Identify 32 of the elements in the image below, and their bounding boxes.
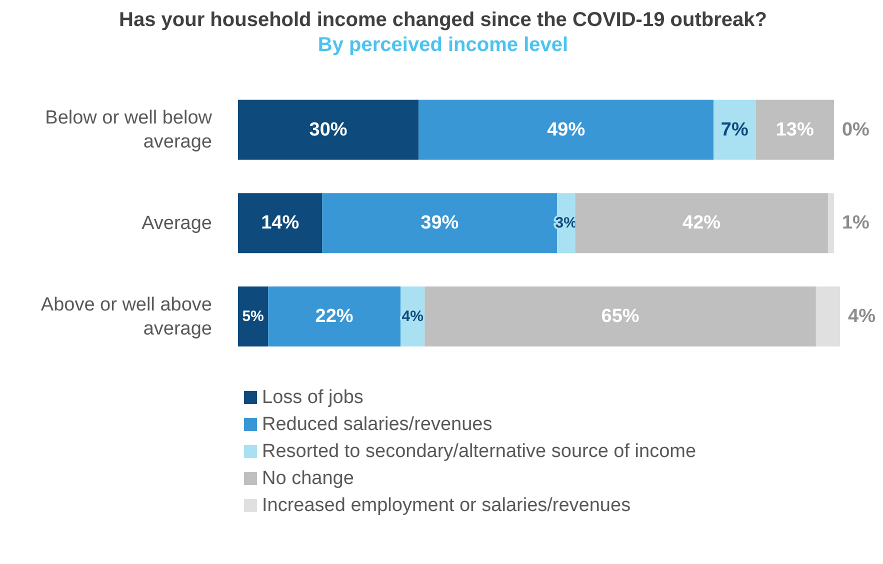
- bar: [322, 193, 558, 254]
- data-label: 49%: [547, 119, 586, 140]
- data-label: 13%: [776, 119, 814, 140]
- legend-label: Reduced salaries/revenues: [262, 414, 492, 436]
- chart-subtitle: By perceived income level: [316, 33, 570, 58]
- bar: [575, 193, 828, 254]
- bar: [828, 193, 834, 254]
- data-label: 5%: [242, 308, 264, 325]
- chart-title: Has your household income changed since the COVID-19 outbreak?: [118, 8, 768, 33]
- data-label: 22%: [315, 306, 354, 327]
- data-label: 30%: [309, 119, 348, 140]
- bar: [418, 100, 714, 160]
- data-label: 7%: [720, 119, 748, 140]
- bar: [268, 286, 401, 346]
- legend-label: No change: [262, 468, 354, 490]
- data-label: 4%: [848, 306, 876, 327]
- data-label: 4%: [402, 308, 424, 325]
- y-tick-label: Above or well above average: [40, 294, 212, 339]
- data-label: 0%: [842, 119, 870, 140]
- data-label: 42%: [682, 212, 721, 234]
- data-label: 14%: [261, 212, 300, 234]
- legend-label: Loss of jobs: [262, 386, 364, 408]
- bar: [238, 100, 419, 160]
- bar: [424, 286, 816, 346]
- y-tick-label: Below or well below average: [45, 107, 212, 152]
- data-label: 65%: [601, 306, 640, 327]
- data-label: 39%: [420, 212, 459, 234]
- data-label: 1%: [842, 212, 870, 234]
- bar: [816, 286, 840, 346]
- legend-label: Increased employment or salaries/revenues: [262, 494, 631, 516]
- legend-label: Resorted to secondary/alternative source of income: [262, 440, 696, 462]
- y-tick-label: Average: [142, 212, 212, 234]
